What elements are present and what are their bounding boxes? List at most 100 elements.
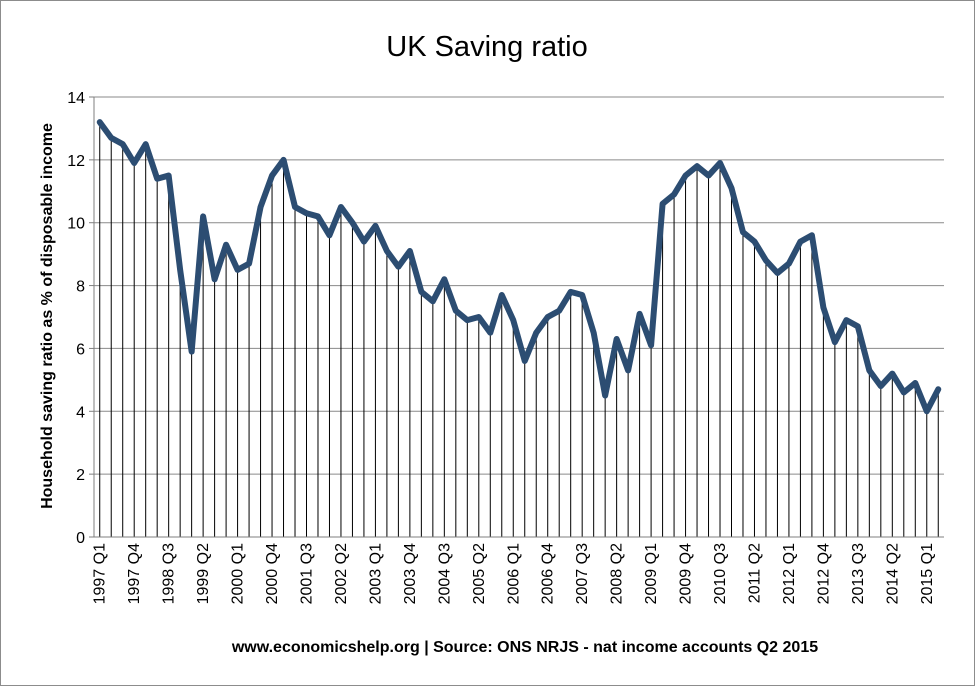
data-point (166, 173, 172, 179)
data-point (200, 213, 206, 219)
y-tick-label: 2 (76, 467, 85, 484)
data-point (326, 232, 332, 238)
data-point (510, 317, 516, 323)
data-point (476, 314, 482, 320)
data-point (556, 308, 562, 314)
data-point (453, 308, 459, 314)
x-tick-labels: 1997 Q1 1997 Q4 1998 Q3 1999 Q2 2000 Q1 2000 … (92, 543, 936, 604)
data-point (418, 289, 424, 295)
x-tick-label: 2003 Q4 (402, 543, 419, 604)
data-point (120, 141, 126, 147)
data-point (602, 393, 608, 399)
data-point (671, 191, 677, 197)
series-group (96, 119, 942, 415)
x-tick-label: 1999 Q2 (195, 543, 212, 604)
data-point (212, 276, 218, 282)
data-point (246, 261, 252, 267)
data-point (533, 330, 539, 336)
data-point (143, 141, 149, 147)
x-tick-label: 2007 Q3 (574, 543, 591, 604)
x-tick-label: 1997 Q1 (92, 543, 109, 604)
data-point (154, 176, 160, 182)
data-point (694, 163, 700, 169)
x-tick-label: 2001 Q3 (299, 543, 316, 604)
data-point (579, 292, 585, 298)
data-point (522, 358, 528, 364)
data-point (878, 383, 884, 389)
data-point (292, 204, 298, 210)
data-point (97, 119, 103, 125)
x-tick-label: 2010 Q3 (712, 543, 729, 604)
x-tick-label: 2006 Q1 (505, 543, 522, 604)
data-point (338, 204, 344, 210)
data-point (223, 242, 229, 248)
data-point (545, 314, 551, 320)
data-point (763, 257, 769, 263)
data-point (809, 232, 815, 238)
drop-lines (99, 122, 939, 537)
data-point (315, 213, 321, 219)
data-point (487, 330, 493, 336)
data-point (304, 210, 309, 216)
data-point (591, 330, 597, 336)
data-point (407, 248, 413, 254)
data-point (637, 311, 643, 317)
data-point (912, 380, 918, 386)
data-point (797, 239, 803, 245)
data-point (751, 239, 757, 245)
data-point (901, 389, 907, 395)
y-tick-label: 14 (67, 90, 85, 107)
x-tick-label: 2003 Q1 (367, 543, 384, 604)
data-point (430, 298, 436, 304)
x-tick-label: 2005 Q2 (471, 543, 488, 604)
data-point (774, 270, 780, 276)
y-tick-label: 6 (76, 341, 85, 358)
data-point (820, 305, 826, 311)
data-point (568, 289, 574, 295)
data-point (395, 264, 401, 270)
data-point (131, 160, 137, 166)
x-tick-label: 2006 Q4 (540, 543, 557, 604)
x-tick-label: 2014 Q2 (884, 543, 901, 604)
x-tick-label: 2000 Q1 (230, 543, 247, 604)
data-point (384, 248, 390, 254)
data-point (625, 367, 631, 373)
data-point (648, 342, 654, 348)
data-point (729, 185, 734, 191)
y-tick-label: 4 (76, 404, 85, 421)
data-point (372, 223, 378, 229)
x-tick-label: 2012 Q1 (781, 543, 798, 604)
data-point (235, 267, 241, 273)
axes (89, 96, 944, 538)
x-tick-label: 1997 Q4 (126, 543, 143, 604)
y-tick-label: 10 (67, 216, 85, 233)
x-tick-label: 2008 Q2 (609, 543, 626, 604)
data-point (349, 220, 355, 226)
data-point (269, 173, 275, 179)
data-point (935, 386, 941, 392)
data-point (717, 160, 723, 166)
x-tick-label: 2004 Q3 (436, 543, 453, 604)
y-tick-label: 8 (76, 279, 85, 296)
data-point (499, 292, 505, 298)
data-point (441, 276, 447, 282)
y-tick-label: 0 (76, 530, 85, 547)
data-point (683, 173, 689, 179)
chart-title: UK Saving ratio (386, 31, 588, 63)
data-point (740, 229, 746, 235)
x-tick-label: 2012 Q4 (815, 543, 832, 604)
x-tick-label: 2002 Q2 (333, 543, 350, 604)
data-point (924, 408, 930, 414)
x-axis-label: www.economicshelp.org | Source: ONS NRJS… (231, 639, 818, 656)
data-point (660, 201, 666, 207)
data-point (866, 367, 872, 373)
data-point (464, 317, 470, 323)
data-point (889, 371, 895, 377)
data-point (258, 204, 264, 210)
data-point (832, 339, 838, 345)
y-axis-label: Household saving ratio as % of disposabl… (39, 123, 56, 509)
y-tick-label: 12 (67, 153, 85, 170)
y-tick-labels: 0 2 4 6 8 10 12 14 (67, 90, 85, 547)
